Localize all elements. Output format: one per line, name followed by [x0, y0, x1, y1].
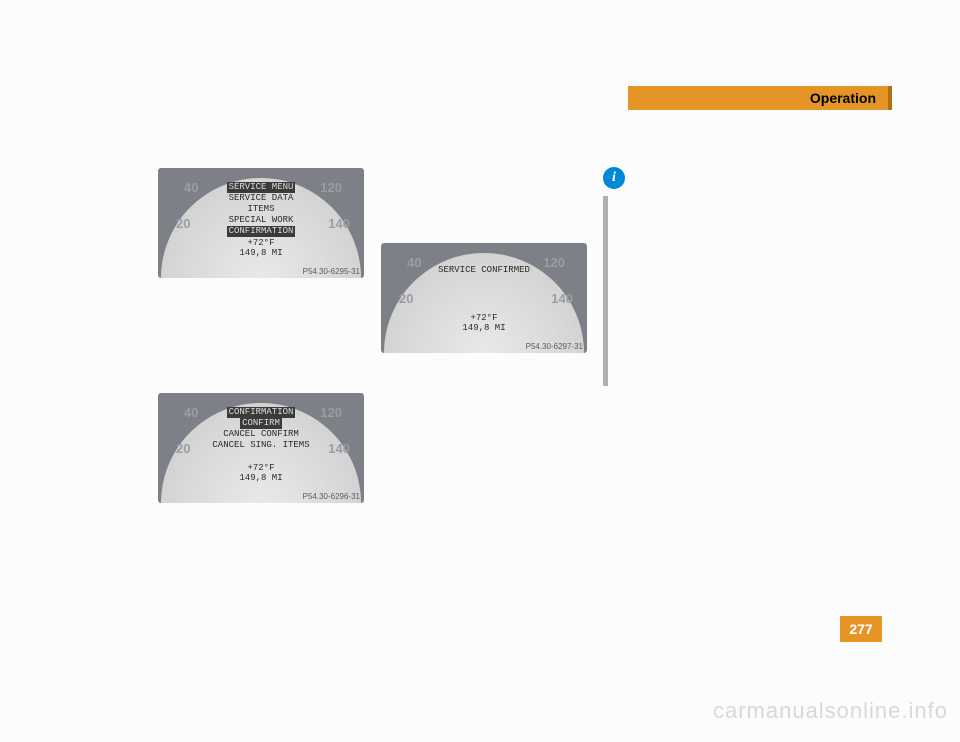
watermark-text: carmanualsonline.info — [713, 698, 948, 724]
page-number-box: 277 — [840, 616, 882, 642]
temp-value: +72°F — [247, 238, 274, 248]
section-header-label: Operation — [810, 90, 876, 106]
lcd-footer: +72°F 149,8 MI — [158, 238, 364, 258]
temp-value: +72°F — [470, 313, 497, 323]
lcd-content: CONFIRMATION CONFIRM CANCEL CONFIRM CANC… — [158, 407, 364, 451]
odometer-value: 149,8 MI — [462, 323, 505, 333]
lcd-footer: +72°F 149,8 MI — [381, 313, 587, 333]
odometer-value: 149,8 MI — [239, 248, 282, 258]
lcd-line: SPECIAL WORK — [158, 215, 364, 226]
temp-value: +72°F — [247, 463, 274, 473]
figure-part-number: P54.30-6296-31 — [303, 492, 360, 501]
lcd-line: CANCEL SING. ITEMS — [158, 440, 364, 451]
info-sidebar-rule — [603, 196, 608, 386]
lcd-title: SERVICE MENU — [227, 182, 296, 193]
gauge-tick-140: 140 — [551, 291, 573, 306]
lcd-line-highlight: CONFIRM — [240, 418, 282, 429]
lcd-title: CONFIRMATION — [227, 407, 296, 418]
gauge-tick-20: 20 — [399, 291, 413, 306]
lcd-line: SERVICE DATA — [158, 193, 364, 204]
figure-service-confirmed: 40 120 20 140 SERVICE CONFIRMED +72°F 14… — [381, 243, 587, 353]
lcd-content: SERVICE MENU SERVICE DATA ITEMS SPECIAL … — [158, 182, 364, 237]
lcd-footer: +72°F 149,8 MI — [158, 463, 364, 483]
info-glyph: i — [612, 170, 616, 186]
lcd-line: CANCEL CONFIRM — [158, 429, 364, 440]
figure-part-number: P54.30-6295-31 — [303, 267, 360, 276]
lcd-line: SERVICE CONFIRMED — [381, 265, 587, 276]
info-icon: i — [603, 167, 625, 189]
lcd-line-highlight: CONFIRMATION — [227, 226, 296, 237]
section-header-tab: Operation — [628, 86, 888, 110]
page-number: 277 — [849, 621, 872, 637]
figure-service-menu: 40 120 20 140 SERVICE MENU SERVICE DATA … — [158, 168, 364, 278]
odometer-value: 149,8 MI — [239, 473, 282, 483]
figure-confirmation-menu: 40 120 20 140 CONFIRMATION CONFIRM CANCE… — [158, 393, 364, 503]
header-tab-accent — [888, 86, 892, 110]
lcd-content: SERVICE CONFIRMED — [381, 265, 587, 276]
lcd-line: ITEMS — [158, 204, 364, 215]
figure-part-number: P54.30-6297-31 — [526, 342, 583, 351]
page-background — [0, 0, 960, 742]
